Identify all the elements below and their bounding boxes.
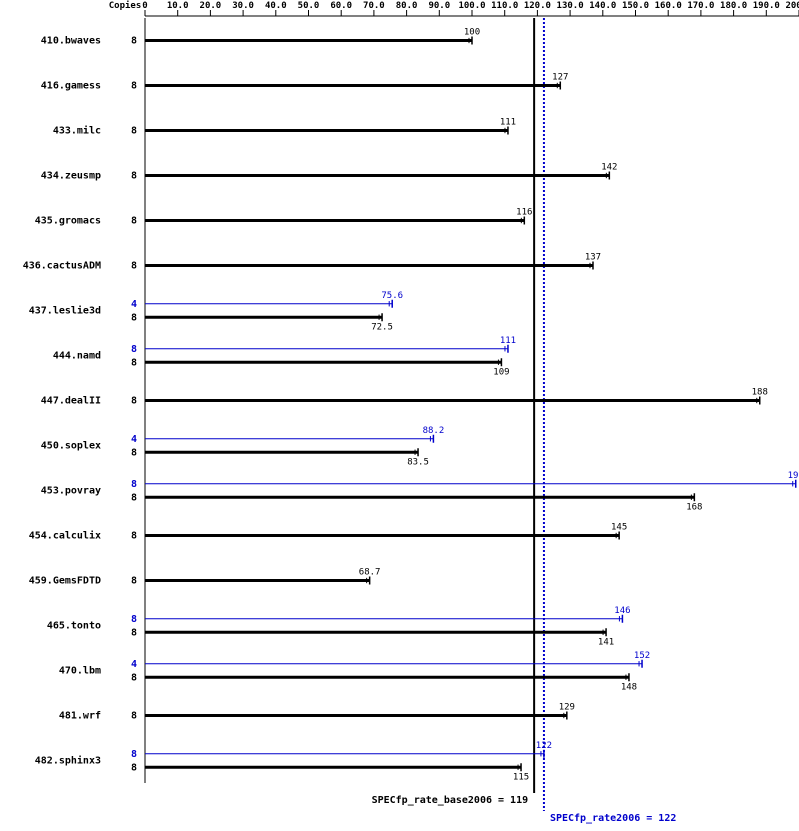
copies-value: 8: [131, 344, 137, 355]
copies-value: 4: [131, 299, 137, 310]
copies-value: 8: [131, 749, 137, 760]
benchmark-name: 436.cactusADM: [23, 261, 101, 272]
benchmark-name: 470.lbm: [59, 666, 101, 677]
axis-tick-label: 190.0: [753, 1, 780, 11]
benchmark-value-label: 100: [464, 28, 480, 38]
axis-tick-label: 20.0: [200, 1, 222, 11]
axis-tick-label: 30.0: [232, 1, 254, 11]
benchmark-value-label: 116: [516, 208, 532, 218]
axis-tick-label: 10.0: [167, 1, 189, 11]
benchmark-value-label: 129: [559, 703, 575, 713]
copies-value: 8: [131, 36, 137, 47]
copies-value: 8: [131, 216, 137, 227]
benchmark-value-label: 88.2: [423, 426, 445, 436]
axis-tick-label: 200.0: [785, 1, 799, 11]
benchmark-name: 447.dealII: [41, 396, 101, 407]
axis-tick-label: 80.0: [396, 1, 418, 11]
axis-tick-label: 70.0: [363, 1, 385, 11]
axis-tick-label: 50.0: [298, 1, 320, 11]
benchmark-value-label: 145: [611, 523, 627, 533]
benchmark-value-label: 146: [614, 606, 630, 616]
benchmark-value-label: 199: [788, 471, 799, 481]
benchmark-value-label: 115: [513, 772, 529, 782]
benchmark-value-label: 122: [536, 741, 552, 751]
benchmark-value-label: 137: [585, 253, 601, 263]
benchmark-name: 434.zeusmp: [41, 171, 101, 182]
axis-tick-label: 60.0: [330, 1, 352, 11]
benchmark-value-label: 148: [621, 682, 637, 692]
benchmark-name: 437.leslie3d: [29, 305, 101, 317]
copies-value: 4: [131, 434, 137, 445]
axis-tick-label: 40.0: [265, 1, 287, 11]
benchmark-name: 481.wrf: [59, 711, 101, 722]
benchmark-value-label: 75.6: [381, 291, 403, 301]
benchmark-name: 444.namd: [53, 351, 101, 362]
axis-tick-label: 150.0: [622, 1, 649, 11]
copies-value: 8: [131, 531, 137, 542]
copies-value: 8: [131, 171, 137, 182]
axis-tick-label: 170.0: [687, 1, 714, 11]
benchmark-name: 433.milc: [53, 125, 101, 137]
copies-value: 8: [131, 126, 137, 137]
base-line-label: SPECfp_rate_base2006 = 119: [372, 795, 529, 806]
axis-tick-label: 0: [142, 1, 147, 11]
benchmark-value-label: 152: [634, 651, 650, 661]
peak-line-label: SPECfp_rate2006 = 122: [550, 813, 676, 824]
benchmark-value-label: 188: [752, 388, 768, 398]
axis-tick-label: 180.0: [720, 1, 747, 11]
spec-benchmark-chart: 0 10.0 20.0 30.0 40.0 50.0 60.0 70.0 80.0 90.0 100…: [0, 0, 799, 831]
copies-value: 8: [131, 492, 137, 503]
copies-value: 8: [131, 711, 137, 722]
axis-tick-label: 90.0: [428, 1, 450, 11]
copies-value: 8: [131, 576, 137, 587]
benchmark-name: 416.gamess: [41, 81, 101, 92]
copies-value: 8: [131, 357, 137, 368]
copies-value: 8: [131, 614, 137, 625]
axis-tick-label: 140.0: [589, 1, 616, 11]
copies-value: 8: [131, 396, 137, 407]
benchmark-value-label: 168: [686, 502, 702, 512]
axis-tick-label: 110.0: [491, 1, 518, 11]
benchmark-name: 410.bwaves: [41, 36, 101, 47]
benchmark-value-label: 142: [601, 163, 617, 173]
axis-tick-label: 120.0: [524, 1, 551, 11]
benchmark-name: 459.GemsFDTD: [29, 576, 101, 587]
copies-value: 8: [131, 261, 137, 272]
benchmark-value-label: 111: [500, 118, 516, 128]
benchmark-name: 450.soplex: [41, 441, 101, 452]
benchmark-name: 482.sphinx3: [35, 755, 101, 767]
benchmark-name: 465.tonto: [47, 621, 101, 632]
benchmark-name: 454.calculix: [29, 530, 101, 542]
benchmark-value-label: 83.5: [407, 457, 429, 467]
copies-value: 8: [131, 479, 137, 490]
axis-tick-label: 130.0: [557, 1, 584, 11]
copies-value: 8: [131, 312, 137, 323]
copies-value: 8: [131, 447, 137, 458]
benchmark-value-label: 127: [552, 73, 568, 83]
axis-tick-label: 100.0: [458, 1, 485, 11]
benchmark-value-label: 141: [598, 637, 614, 647]
benchmark-name: 453.povray: [41, 486, 101, 497]
benchmark-value-label: 72.5: [371, 322, 393, 332]
copies-header: Copies: [109, 0, 142, 11]
benchmark-value-label: 111: [500, 336, 516, 346]
copies-value: 4: [131, 659, 137, 670]
benchmark-value-label: 109: [493, 367, 509, 377]
benchmark-value-label: 68.7: [359, 568, 381, 578]
copies-value: 8: [131, 81, 137, 92]
copies-value: 8: [131, 672, 137, 683]
axis-tick-label: 160.0: [655, 1, 682, 11]
copies-value: 8: [131, 627, 137, 638]
benchmark-name: 435.gromacs: [35, 216, 101, 227]
copies-value: 8: [131, 762, 137, 773]
